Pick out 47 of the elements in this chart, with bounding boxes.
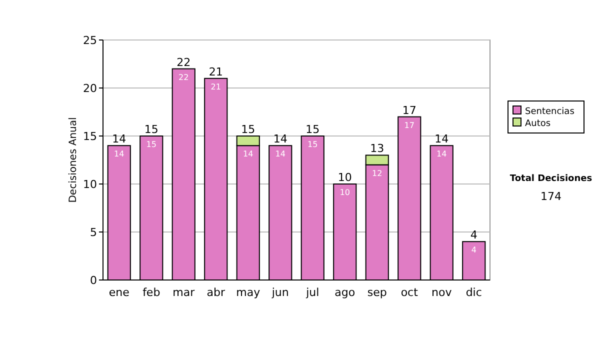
data-label: 12: [372, 168, 382, 178]
total-label: 15: [306, 123, 320, 136]
x-tick-label: abr: [206, 286, 226, 299]
x-tick-label: oct: [400, 286, 419, 299]
data-label: 10: [340, 188, 350, 197]
data-label: 21: [210, 82, 221, 92]
data-label: 17: [404, 120, 414, 130]
text: 174: [540, 190, 562, 203]
x-tick-label: may: [236, 286, 261, 299]
y-tick-label: 25: [83, 34, 97, 47]
x-tick-label: jun: [270, 286, 289, 299]
x-tick-label: ene: [108, 286, 130, 299]
data-label: 15: [146, 140, 156, 149]
legend-label: Autos: [525, 119, 551, 129]
y-tick-label: 10: [83, 178, 97, 191]
y-axis-title: Decisiones Anual: [68, 117, 79, 203]
total-label: 22: [176, 56, 191, 69]
data-label: 4: [471, 246, 476, 255]
total-label: 15: [144, 123, 158, 136]
total-label: 14: [434, 132, 449, 146]
total-label: 14: [273, 132, 288, 146]
total-label: 13: [370, 142, 384, 156]
x-tick-label: feb: [142, 286, 160, 299]
y-tick-label: 20: [83, 82, 97, 95]
total-label: 14: [112, 132, 126, 146]
text: Total Decisiones: [510, 174, 592, 184]
data-label: 15: [308, 140, 318, 149]
data-label: 22: [178, 72, 189, 82]
total-label: 17: [402, 104, 416, 117]
x-tick-label: mar: [172, 286, 196, 299]
x-tick-label: sep: [367, 286, 387, 299]
x-tick-label: dic: [466, 286, 482, 299]
y-tick-label: 5: [90, 226, 97, 239]
total-label: 4: [470, 228, 478, 242]
y-tick-label: 15: [83, 130, 97, 143]
x-tick-label: ago: [334, 286, 356, 299]
total-label: 21: [208, 65, 223, 78]
y-tick-label: 0: [90, 274, 97, 287]
x-tick-label: jul: [305, 286, 320, 299]
legend-label: Sentencias: [525, 107, 575, 117]
data-label: 14: [114, 150, 124, 159]
data-label: 14: [436, 150, 447, 159]
total-label: 15: [241, 123, 256, 136]
data-label: 14: [275, 150, 286, 159]
x-tick-label: nov: [432, 286, 452, 299]
total-label: 10: [338, 171, 352, 184]
data-label: 14: [243, 150, 254, 159]
